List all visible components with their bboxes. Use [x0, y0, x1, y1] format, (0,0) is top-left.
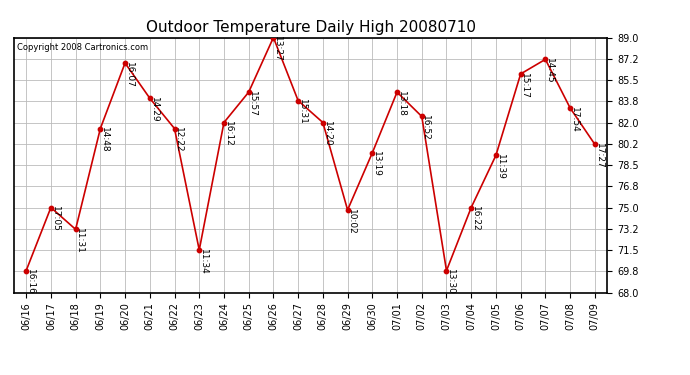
Point	[317, 120, 328, 126]
Point	[391, 89, 402, 95]
Text: 17:54: 17:54	[570, 106, 579, 132]
Point	[70, 226, 81, 232]
Text: 11:34: 11:34	[199, 249, 208, 274]
Point	[119, 60, 130, 66]
Text: 15:31: 15:31	[298, 99, 307, 125]
Point	[95, 126, 106, 132]
Text: 16:16: 16:16	[26, 269, 34, 295]
Text: 13:19: 13:19	[372, 152, 381, 177]
Point	[46, 204, 57, 210]
Text: 13:30: 13:30	[446, 269, 455, 295]
Text: 15:17: 15:17	[520, 72, 529, 98]
Point	[367, 150, 378, 156]
Text: 14:29: 14:29	[150, 97, 159, 123]
Point	[540, 56, 551, 62]
Text: 11:31: 11:31	[75, 228, 84, 254]
Text: 13:18: 13:18	[397, 91, 406, 117]
Point	[515, 71, 526, 77]
Text: 11:39: 11:39	[495, 154, 504, 180]
Point	[144, 95, 155, 101]
Point	[21, 268, 32, 274]
Point	[589, 141, 600, 147]
Text: 13:27: 13:27	[273, 36, 282, 62]
Text: 17:27: 17:27	[595, 143, 604, 169]
Text: Copyright 2008 Cartronics.com: Copyright 2008 Cartronics.com	[17, 43, 148, 52]
Text: 14:48: 14:48	[100, 127, 109, 153]
Text: 16:22: 16:22	[471, 206, 480, 232]
Text: 16:52: 16:52	[422, 115, 431, 141]
Title: Outdoor Temperature Daily High 20080710: Outdoor Temperature Daily High 20080710	[146, 20, 475, 35]
Point	[194, 247, 205, 253]
Text: 15:57: 15:57	[248, 91, 257, 117]
Text: 10:02: 10:02	[347, 209, 356, 234]
Point	[564, 105, 575, 111]
Point	[268, 34, 279, 40]
Point	[491, 152, 502, 158]
Text: 16:07: 16:07	[125, 62, 134, 87]
Point	[169, 126, 180, 132]
Point	[441, 268, 452, 274]
Point	[219, 120, 230, 126]
Point	[243, 89, 254, 95]
Text: 14:45: 14:45	[545, 58, 554, 84]
Text: 12:22: 12:22	[174, 127, 183, 153]
Text: 14:20: 14:20	[322, 121, 331, 147]
Point	[466, 204, 477, 210]
Point	[293, 98, 304, 104]
Text: 16:12: 16:12	[224, 121, 233, 147]
Point	[342, 207, 353, 213]
Point	[416, 113, 427, 119]
Text: 17:05: 17:05	[50, 206, 59, 232]
